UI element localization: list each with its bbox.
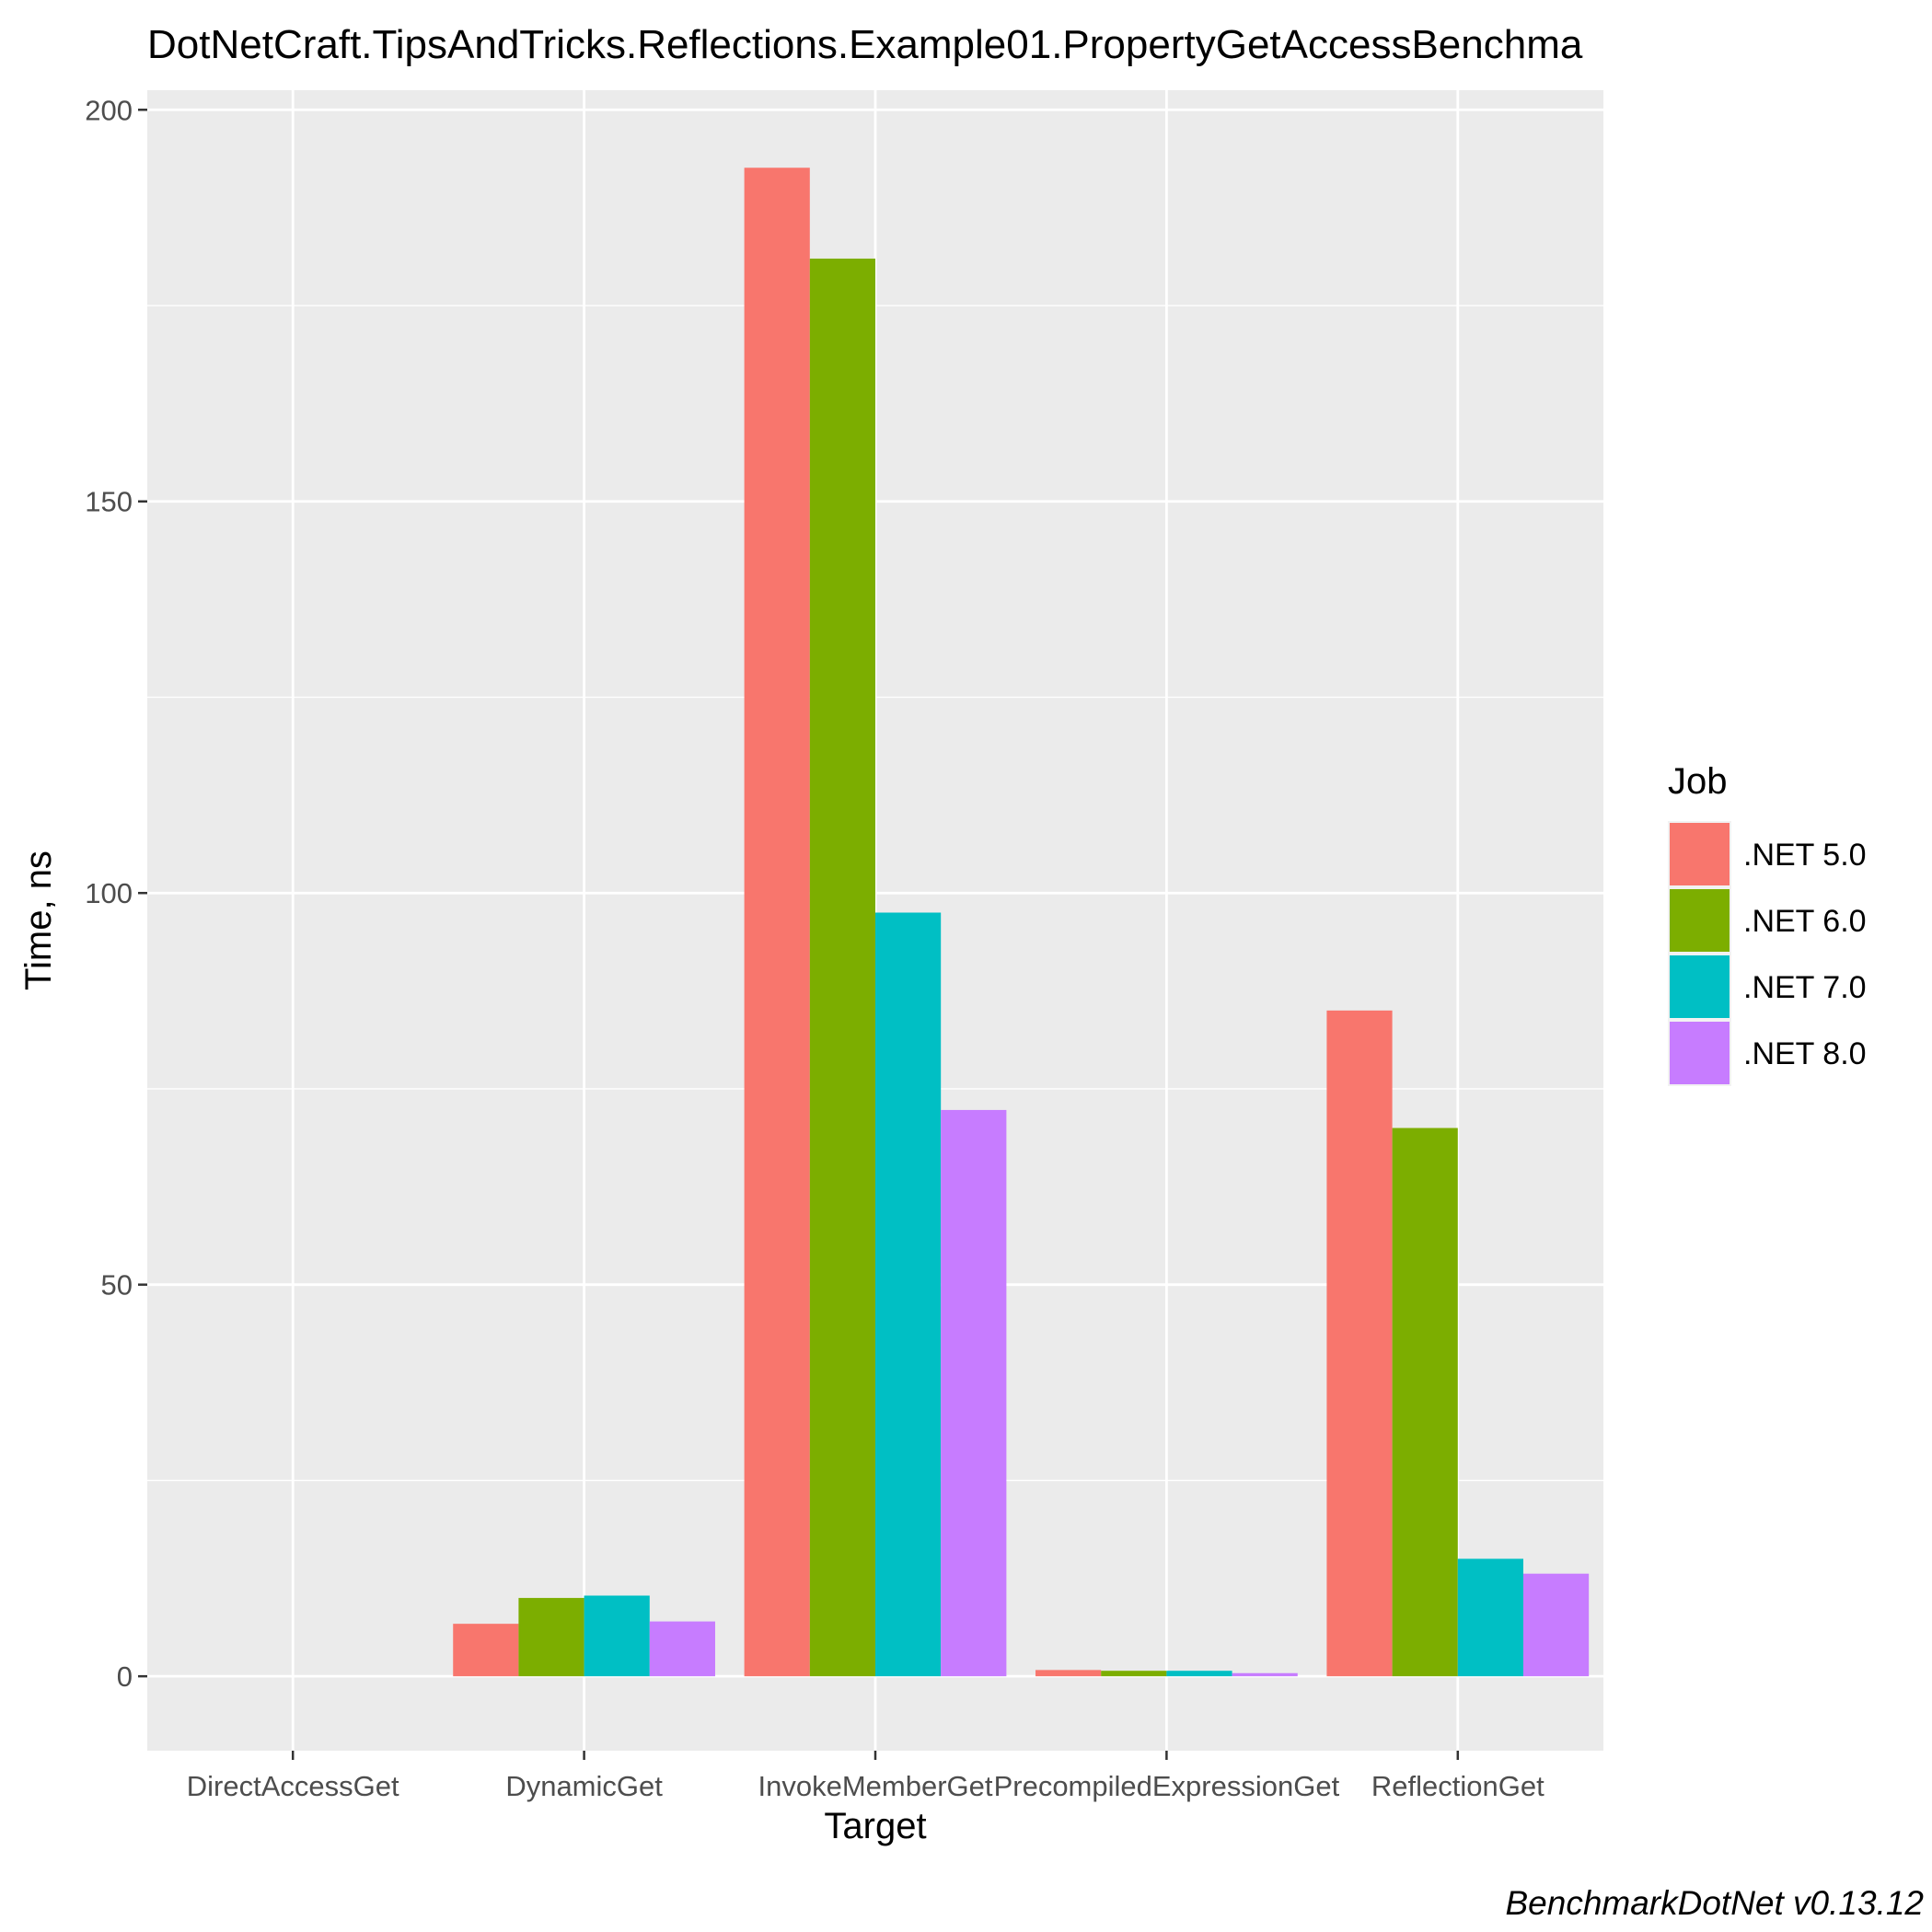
y-axis: 0 50 100 150 200 — [85, 94, 147, 1693]
bar — [1522, 1573, 1590, 1677]
y-tick-label: 150 — [85, 486, 133, 518]
legend-swatch — [1670, 1022, 1730, 1084]
chart-title: DotNetCraft.TipsAndTricks.Reflections.Ex… — [147, 22, 1583, 67]
x-tick-label: InvokeMemberGet — [758, 1770, 993, 1802]
x-tick-label: PrecompiledExpressionGet — [994, 1770, 1340, 1802]
bar — [1101, 1671, 1167, 1677]
bar — [1392, 1128, 1458, 1677]
x-tick-label: DynamicGet — [505, 1770, 663, 1802]
legend-label: .NET 7.0 — [1743, 970, 1867, 1005]
bar — [1232, 1672, 1298, 1677]
bar — [875, 912, 942, 1677]
bar — [584, 1595, 650, 1677]
legend-label: .NET 6.0 — [1743, 904, 1867, 939]
x-axis: DirectAccessGet DynamicGet InvokeMemberGet… — [187, 1751, 1544, 1802]
y-tick-label: 50 — [101, 1269, 133, 1301]
bar — [1166, 1671, 1232, 1677]
bar — [649, 1621, 715, 1677]
bar — [941, 1109, 1007, 1677]
x-axis-title: Target — [824, 1806, 926, 1846]
y-tick-label: 200 — [85, 94, 133, 126]
bar — [809, 258, 875, 1677]
legend-swatch — [1670, 955, 1730, 1018]
legend-title: Job — [1668, 761, 1728, 802]
legend-swatch — [1670, 889, 1730, 952]
caption: BenchmarkDotNet v0.13.12 — [1505, 1884, 1924, 1922]
x-tick-label: ReflectionGet — [1371, 1770, 1544, 1802]
bar — [1457, 1558, 1523, 1677]
bar — [744, 168, 810, 1677]
legend-label: .NET 5.0 — [1743, 838, 1867, 873]
y-tick-label: 100 — [85, 877, 133, 909]
legend: Job .NET 5.0 .NET 6.0 .NET 7.0 .NET 8.0 — [1668, 761, 1867, 1086]
gridlines — [147, 90, 1603, 1751]
bar — [1326, 1010, 1393, 1677]
bars — [453, 168, 1590, 1677]
bar — [1035, 1670, 1102, 1677]
y-axis-title: Time, ns — [18, 850, 59, 990]
bar — [453, 1624, 519, 1677]
legend-swatch — [1670, 823, 1730, 885]
bar — [518, 1598, 584, 1677]
legend-label: .NET 8.0 — [1743, 1036, 1867, 1071]
x-tick-label: DirectAccessGet — [187, 1770, 399, 1802]
y-tick-label: 0 — [117, 1660, 133, 1693]
